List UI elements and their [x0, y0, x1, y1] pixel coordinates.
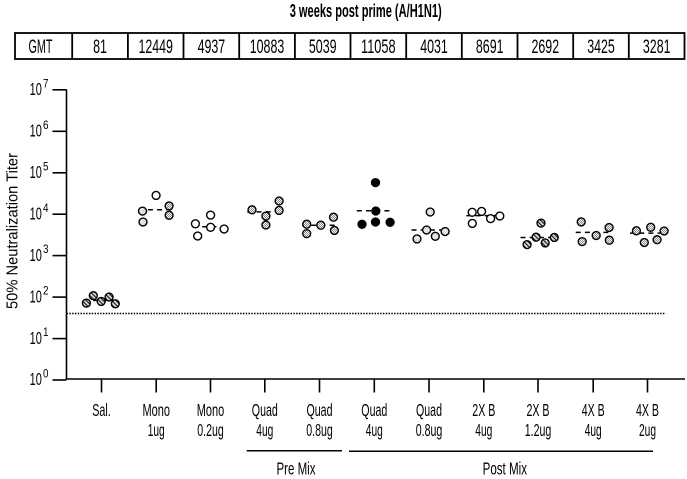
svg-text:1: 1: [43, 325, 49, 339]
svg-text:10: 10: [30, 328, 42, 348]
svg-text:4X B: 4X B: [582, 400, 605, 420]
svg-text:Quad: Quad: [252, 400, 278, 420]
svg-text:Quad: Quad: [307, 400, 333, 420]
svg-text:3425: 3425: [587, 37, 615, 58]
svg-text:Mono: Mono: [197, 400, 225, 420]
svg-text:Pre Mix: Pre Mix: [277, 459, 316, 479]
svg-text:0: 0: [43, 367, 49, 381]
svg-text:10: 10: [30, 245, 42, 265]
svg-text:2: 2: [43, 284, 49, 298]
svg-text:2ug: 2ug: [639, 420, 656, 440]
svg-text:Post Mix: Post Mix: [483, 459, 528, 479]
svg-text:10883: 10883: [250, 37, 285, 58]
svg-text:4ug: 4ug: [585, 420, 602, 440]
svg-text:4X B: 4X B: [636, 400, 659, 420]
svg-text:0.8ug: 0.8ug: [416, 420, 443, 440]
svg-text:4ug: 4ug: [475, 420, 492, 440]
svg-text:4937: 4937: [198, 37, 226, 58]
svg-text:2X B: 2X B: [472, 400, 495, 420]
svg-text:2692: 2692: [532, 37, 560, 58]
svg-text:Quad: Quad: [416, 400, 442, 420]
svg-text:10: 10: [30, 121, 42, 141]
svg-text:4ug: 4ug: [256, 420, 273, 440]
svg-text:12449: 12449: [138, 37, 173, 58]
svg-text:3 weeks post prime (A/H1N1): 3 weeks post prime (A/H1N1): [290, 0, 442, 21]
svg-text:1ug: 1ug: [148, 420, 165, 440]
svg-text:3281: 3281: [643, 37, 671, 58]
svg-text:10: 10: [30, 286, 42, 306]
svg-text:10: 10: [30, 369, 42, 389]
svg-text:3: 3: [43, 242, 49, 256]
svg-text:50% Neutralization Titer: 50% Neutralization Titer: [5, 153, 22, 309]
svg-text:10: 10: [30, 79, 42, 99]
svg-text:1.2ug: 1.2ug: [525, 420, 552, 440]
svg-text:5: 5: [43, 159, 49, 173]
svg-text:8691: 8691: [476, 37, 504, 58]
svg-text:81: 81: [93, 37, 107, 58]
svg-text:2X B: 2X B: [527, 400, 550, 420]
svg-text:4: 4: [43, 201, 49, 215]
svg-text:11058: 11058: [361, 37, 396, 58]
svg-text:10: 10: [30, 203, 42, 223]
svg-text:5039: 5039: [309, 37, 337, 58]
svg-text:7: 7: [43, 76, 49, 90]
svg-text:4ug: 4ug: [366, 420, 383, 440]
svg-text:10: 10: [30, 162, 42, 182]
svg-text:Quad: Quad: [361, 400, 387, 420]
svg-text:Sal.: Sal.: [92, 400, 111, 420]
svg-text:0.2ug: 0.2ug: [197, 420, 224, 440]
svg-text:0.8ug: 0.8ug: [306, 420, 333, 440]
svg-text:4031: 4031: [420, 37, 448, 58]
svg-text:6: 6: [43, 118, 49, 132]
svg-text:GMT: GMT: [29, 37, 53, 58]
svg-text:Mono: Mono: [142, 400, 170, 420]
